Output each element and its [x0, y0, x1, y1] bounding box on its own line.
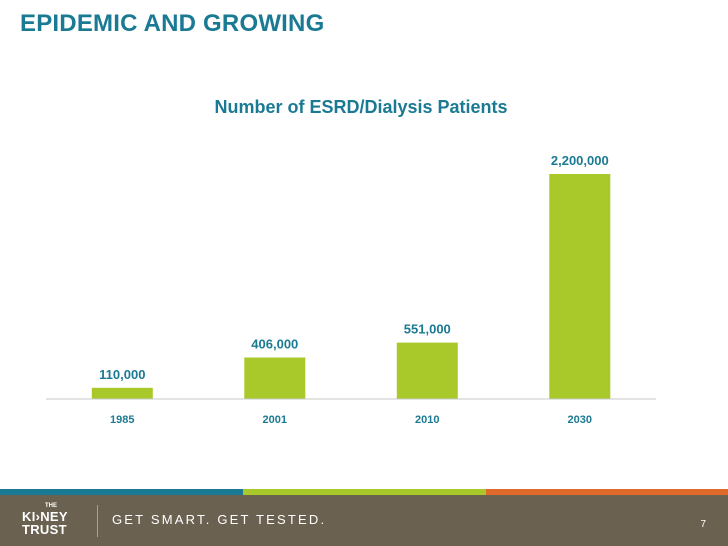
logo-divider	[97, 505, 98, 537]
x-tick-2001: 2001	[263, 414, 287, 426]
bar-2001	[244, 357, 306, 399]
bar-2030	[549, 174, 611, 399]
x-tick-2030: 2030	[568, 414, 592, 426]
x-tick-1985: 1985	[110, 414, 134, 426]
tagline: GET SMART. GET TESTED.	[112, 512, 327, 527]
page-number: 7	[700, 519, 706, 530]
bars-group: 110,000 406,000 551,000 2,200,000	[91, 153, 611, 400]
data-label-2010: 551,000	[404, 322, 451, 337]
logo-the: THE	[45, 503, 57, 509]
footer-stripe-green	[243, 489, 486, 495]
chart-title: Number of ESRD/Dialysis Patients	[214, 97, 507, 117]
footer-bar: THE KI›NEY TRUST GET SMART. GET TESTED. …	[0, 495, 728, 546]
data-label-2030: 2,200,000	[551, 153, 609, 168]
data-label-2001: 406,000	[251, 337, 298, 352]
slide-title: EPIDEMIC AND GROWING	[20, 10, 325, 37]
logo-line-2: TRUST	[22, 522, 67, 537]
x-tick-labels: 1985 2001 2010 2030	[110, 414, 592, 426]
footer-stripe-orange	[486, 489, 728, 495]
bar-chart: Number of ESRD/Dialysis Patients 110,000…	[46, 97, 656, 426]
bar-1985	[91, 387, 153, 400]
x-tick-2010: 2010	[415, 414, 439, 426]
logo-line-1: KI›NEY	[22, 509, 68, 524]
data-label-1985: 110,000	[99, 367, 145, 382]
kidney-trust-logo: THE KI›NEY TRUST	[20, 503, 90, 539]
footer-stripe-teal	[0, 489, 243, 495]
bar-2010	[396, 342, 458, 399]
